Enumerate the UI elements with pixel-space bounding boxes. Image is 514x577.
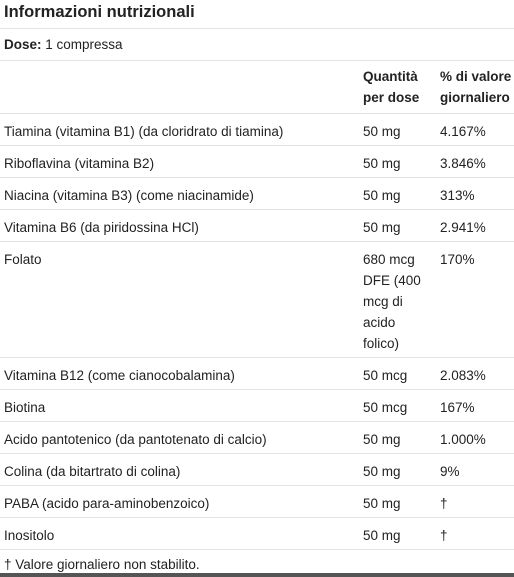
nutrient-name: Niacina (vitamina B3) (come niacinamide)	[4, 188, 254, 203]
nutrient-amount: 680 mcg DFE (400 mcg di acido folico)	[363, 252, 421, 351]
nutrient-amount: 50 mg	[363, 464, 401, 479]
row-divider	[0, 177, 514, 178]
nutrient-name: Riboflavina (vitamina B2)	[4, 156, 155, 171]
nutrient-daily-value: 313%	[440, 188, 475, 203]
nutrient-row: Inositolo 50 mg †	[0, 518, 514, 549]
nutrient-amount: 50 mg	[363, 496, 401, 511]
nutrient-amount: 50 mg	[363, 156, 401, 171]
divider	[0, 28, 514, 29]
nutrient-row: Tiamina (vitamina B1) (da cloridrato di …	[0, 114, 514, 145]
nutrient-row: Colina (da bitartrato di colina) 50 mg 9%	[0, 454, 514, 485]
row-divider	[0, 421, 514, 422]
nutrient-name: Vitamina B12 (come cianocobalamina)	[4, 368, 235, 383]
nutrient-amount: 50 mg	[363, 432, 401, 447]
footnote: † Valore giornaliero non stabilito.	[4, 557, 200, 572]
nutrient-name: Folato	[4, 252, 42, 267]
nutrient-amount: 50 mcg	[363, 400, 408, 415]
nutrient-daily-value: 1.000%	[440, 432, 486, 447]
nutrient-name: Tiamina (vitamina B1) (da cloridrato di …	[4, 124, 284, 139]
nutrient-name: Acido pantotenico (da pantotenato di cal…	[4, 432, 267, 447]
nutrient-name: Colina (da bitartrato di colina)	[4, 464, 181, 479]
row-divider	[0, 517, 514, 518]
nutrient-amount: 50 mg	[363, 220, 401, 235]
divider	[0, 113, 514, 114]
serving-size: Dose: 1 compressa	[4, 36, 123, 54]
row-divider	[0, 145, 514, 146]
nutrient-daily-value: †	[440, 528, 448, 543]
nutrient-daily-value: †	[440, 496, 448, 511]
nutrient-daily-value: 2.083%	[440, 368, 486, 383]
row-divider	[0, 485, 514, 486]
nutrient-row: Acido pantotenico (da pantotenato di cal…	[0, 422, 514, 453]
row-divider	[0, 389, 514, 390]
nutrient-row: Vitamina B6 (da piridossina HCl) 50 mg 2.9…	[0, 210, 514, 241]
nutrient-daily-value: 3.846%	[440, 156, 486, 171]
nutrient-name: PABA (acido para-aminobenzoico)	[4, 496, 210, 511]
row-divider	[0, 241, 514, 242]
nutrient-daily-value: 2.941%	[440, 220, 486, 235]
nutrient-name: Biotina	[4, 400, 46, 415]
nutrient-row: Biotina 50 mcg 167%	[0, 390, 514, 421]
row-divider	[0, 357, 514, 358]
nutrient-amount: 50 mg	[363, 124, 401, 139]
nutrient-amount: 50 mg	[363, 188, 401, 203]
nutrient-row: Niacina (vitamina B3) (come niacinamide)…	[0, 178, 514, 209]
nutrient-daily-value: 4.167%	[440, 124, 486, 139]
serving-value: 1 compressa	[45, 37, 123, 52]
nutrient-name: Vitamina B6 (da piridossina HCl)	[4, 220, 199, 235]
row-divider	[0, 549, 514, 550]
column-header-amount: Quantità per dose	[363, 69, 420, 105]
nutrient-amount: 50 mg	[363, 528, 401, 543]
nutrient-row: PABA (acido para-aminobenzoico) 50 mg †	[0, 486, 514, 517]
column-header-daily-value: % di valore giornaliero	[440, 69, 512, 105]
nutrient-daily-value: 170%	[440, 252, 475, 267]
nutrient-daily-value: 167%	[440, 400, 475, 415]
nutrient-amount: 50 mcg	[363, 368, 408, 383]
nutrient-row: Riboflavina (vitamina B2) 50 mg 3.846%	[0, 146, 514, 177]
nutrient-row: Vitamina B12 (come cianocobalamina) 50 mc…	[0, 358, 514, 389]
panel-title: Informazioni nutrizionali	[4, 3, 195, 21]
nutrient-name: Inositolo	[4, 528, 55, 543]
serving-label: Dose:	[4, 37, 42, 52]
bottom-bar	[0, 573, 514, 577]
divider	[0, 60, 514, 61]
nutrient-daily-value: 9%	[440, 464, 460, 479]
row-divider	[0, 209, 514, 210]
row-divider	[0, 453, 514, 454]
nutrient-row: Folato 680 mcg DFE (400 mcg di acido foli…	[0, 242, 514, 357]
